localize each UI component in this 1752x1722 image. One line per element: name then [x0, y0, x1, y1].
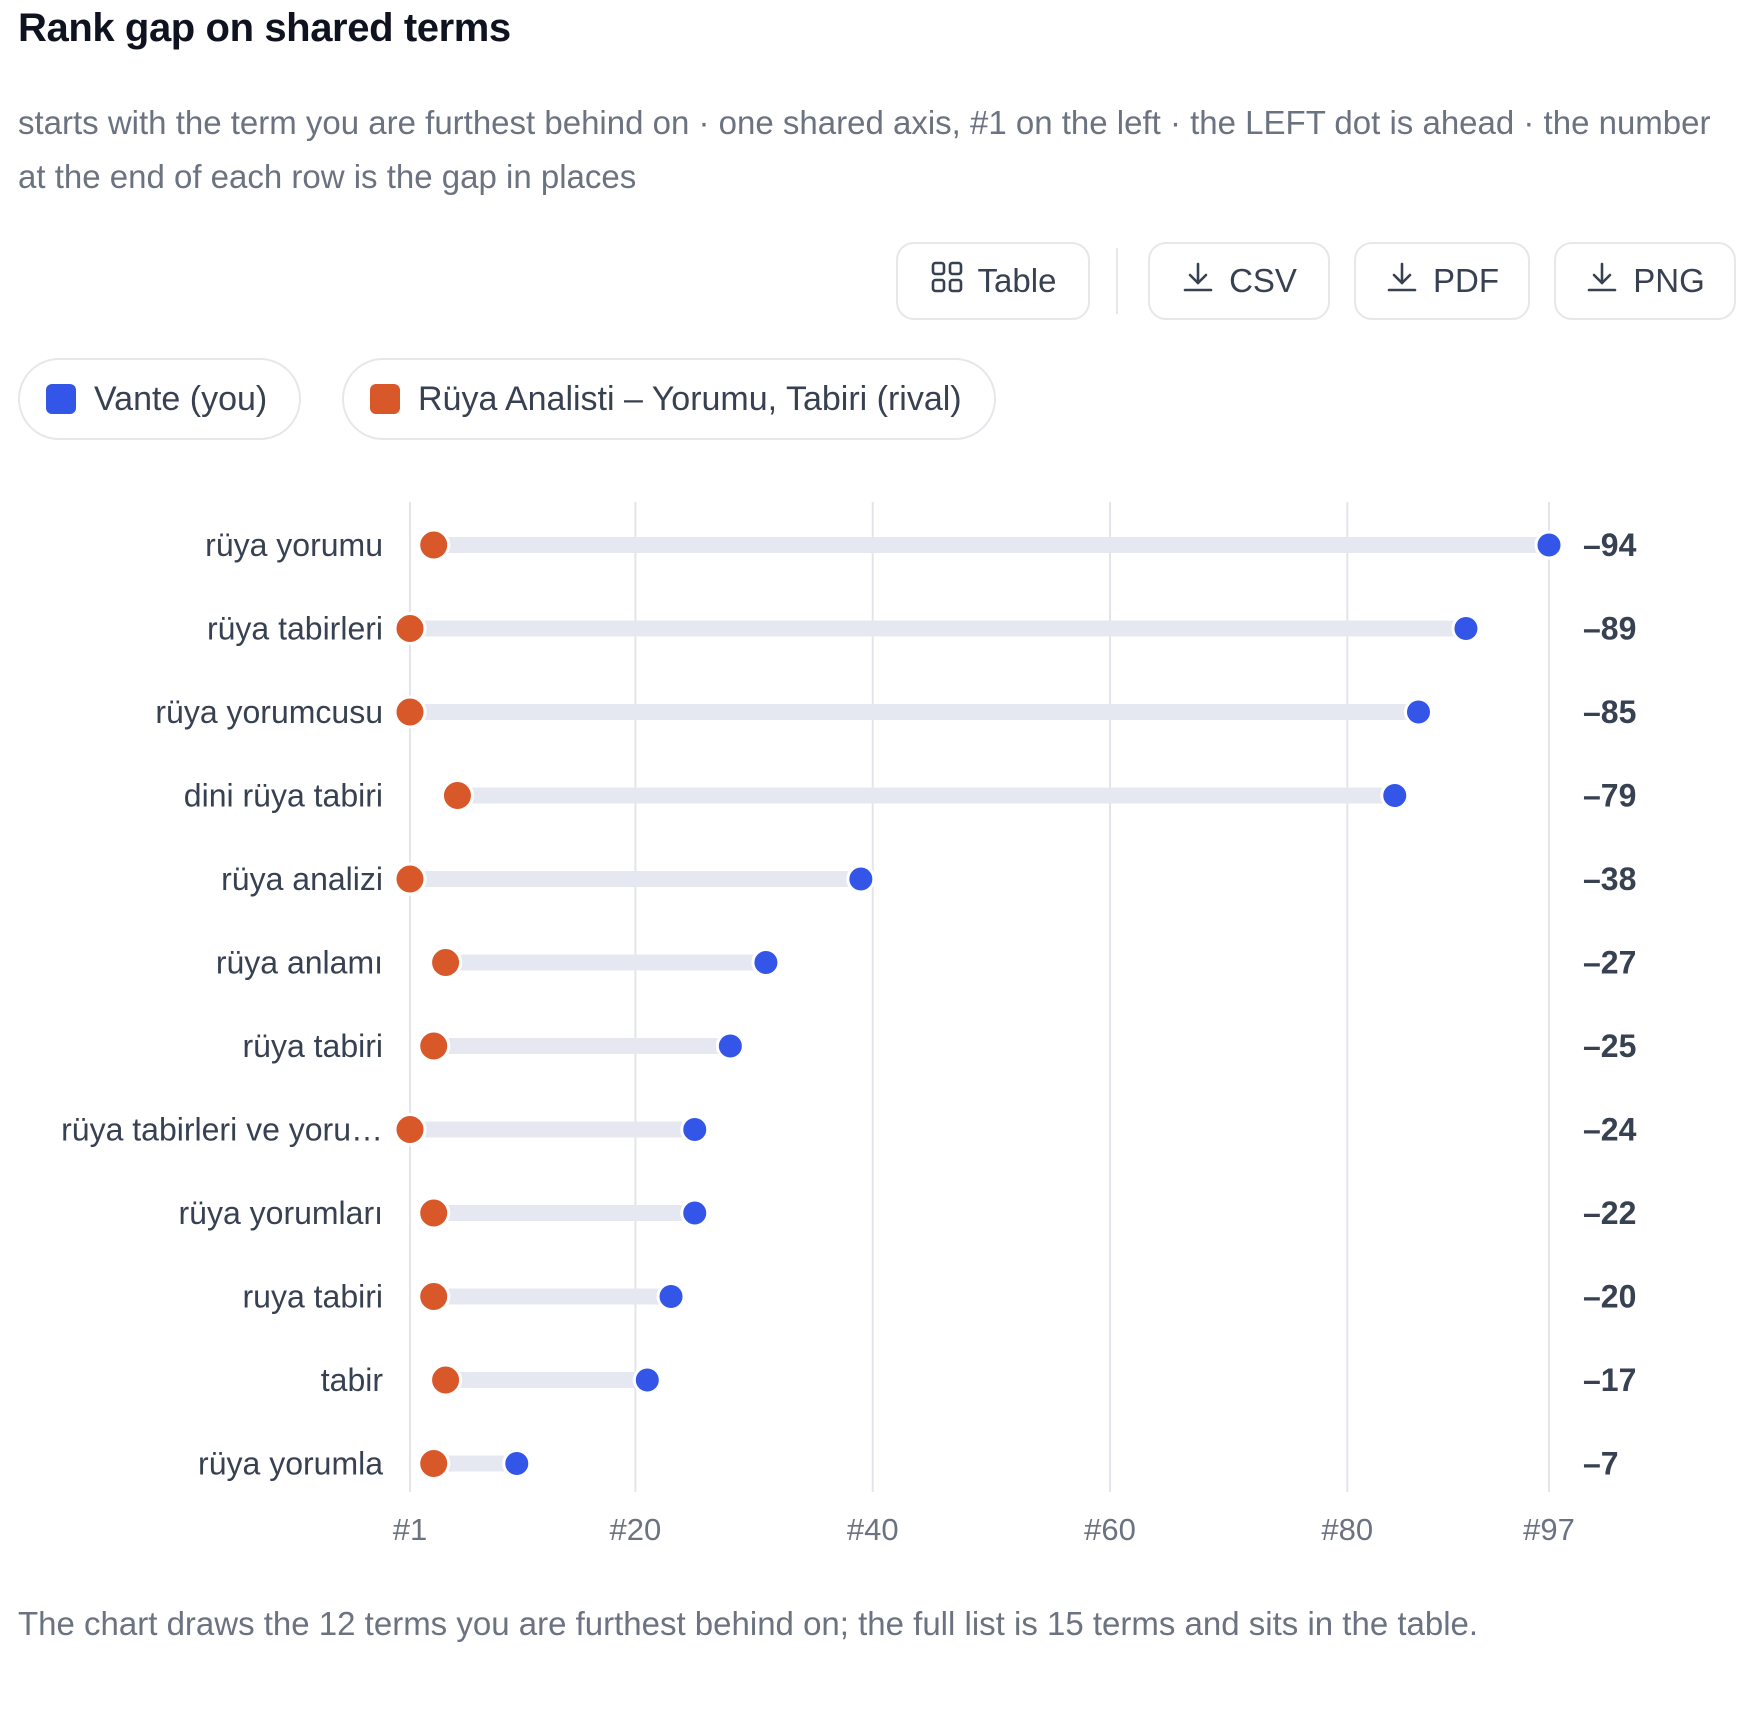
png-download-button[interactable]: PNG	[1554, 242, 1736, 320]
rival-dot	[393, 695, 427, 729]
rival-dot	[393, 1113, 427, 1146]
png-button-label: PNG	[1633, 262, 1705, 299]
gap-label: –22	[1583, 1195, 1636, 1231]
gap-label: –94	[1583, 527, 1637, 563]
category-label: rüya yorumları	[179, 1195, 384, 1231]
category-label: rüya yorumla	[198, 1446, 383, 1482]
category-label: dini rüya tabiri	[184, 778, 383, 814]
gap-label: –17	[1583, 1362, 1636, 1398]
you-dot	[1534, 530, 1564, 560]
rival-dot	[429, 1363, 463, 1397]
toolbar-divider	[1116, 248, 1118, 314]
category-label: rüya tabiri	[243, 1028, 384, 1064]
rival-dot	[393, 612, 427, 645]
category-label: rüya analizi	[221, 861, 383, 897]
you-dot	[751, 948, 781, 977]
grid-icon	[930, 260, 964, 302]
you-dot	[680, 1115, 710, 1144]
table-button-label: Table	[977, 262, 1057, 299]
legend-item-you[interactable]: Vante (you)	[18, 358, 302, 440]
you-dot	[1403, 697, 1433, 727]
gap-label: –89	[1583, 611, 1636, 647]
gap-label: –25	[1583, 1028, 1636, 1064]
gap-label: –79	[1583, 778, 1636, 814]
pdf-download-button[interactable]: PDF	[1354, 242, 1530, 320]
category-label: rüya yorumcusu	[155, 694, 383, 730]
legend-label-rival: Rüya Analisti – Yorumu, Tabiri (rival)	[418, 379, 962, 418]
category-label: rüya anlamı	[216, 945, 383, 981]
page-subtitle: starts with the term you are furthest be…	[18, 104, 1711, 195]
rival-dot	[417, 1029, 451, 1063]
x-tick-label: #60	[1084, 1512, 1136, 1547]
legend-label-you: Vante (you)	[94, 379, 268, 418]
you-dot	[1380, 781, 1410, 810]
rival-dot	[417, 1280, 451, 1313]
category-label: tabir	[321, 1362, 384, 1398]
rival-dot	[393, 862, 427, 896]
x-tick-label: #20	[610, 1512, 662, 1547]
you-dot	[680, 1198, 710, 1228]
rival-dot	[417, 1447, 451, 1480]
you-dot	[846, 864, 876, 894]
category-label: ruya tabiri	[243, 1279, 384, 1315]
you-dot	[715, 1031, 745, 1061]
category-label: rüya tabirleri ve yoru…	[61, 1112, 383, 1148]
pdf-button-label: PDF	[1433, 262, 1499, 299]
chart-footnote: The chart draws the 12 terms you are fur…	[18, 1605, 1479, 1642]
gap-label: –85	[1583, 694, 1636, 730]
rival-dot	[417, 1196, 451, 1230]
you-dot	[502, 1449, 532, 1478]
legend-swatch-you	[46, 384, 76, 414]
you-dot	[656, 1282, 686, 1311]
download-icon	[1181, 260, 1215, 302]
csv-button-label: CSV	[1229, 262, 1297, 299]
download-icon	[1385, 260, 1419, 302]
page-title: Rank gap on shared terms	[18, 6, 511, 50]
csv-download-button[interactable]: CSV	[1148, 242, 1330, 320]
download-icon	[1585, 260, 1619, 302]
you-dot	[632, 1365, 662, 1395]
rival-dot	[429, 946, 463, 979]
legend-item-rival[interactable]: Rüya Analisti – Yorumu, Tabiri (rival)	[342, 358, 996, 440]
gap-label: –24	[1583, 1112, 1637, 1148]
rival-dot	[417, 528, 451, 562]
x-tick-label: #80	[1321, 1512, 1373, 1547]
category-label: rüya yorumu	[205, 527, 383, 563]
gap-label: –7	[1583, 1446, 1619, 1482]
x-tick-label: #40	[847, 1512, 899, 1547]
category-label: rüya tabirleri	[207, 611, 383, 647]
table-button[interactable]: Table	[896, 242, 1090, 320]
legend: Vante (you) Rüya Analisti – Yorumu, Tabi…	[0, 358, 1752, 442]
gap-label: –20	[1583, 1279, 1636, 1315]
gap-label: –38	[1583, 861, 1636, 897]
x-tick-label: #1	[393, 1512, 427, 1547]
x-tick-label: #97	[1523, 1512, 1575, 1547]
dumbbell-chart: #1 #20 #40 #60 #80 #97 rüya yorumu –94 rüya tabi…	[61, 502, 1637, 1547]
you-dot	[1451, 614, 1481, 643]
toolbar: Table CSV PDF PNG	[0, 242, 1752, 322]
gap-label: –27	[1583, 945, 1636, 981]
rival-dot	[440, 779, 474, 812]
legend-swatch-rival	[370, 384, 400, 414]
